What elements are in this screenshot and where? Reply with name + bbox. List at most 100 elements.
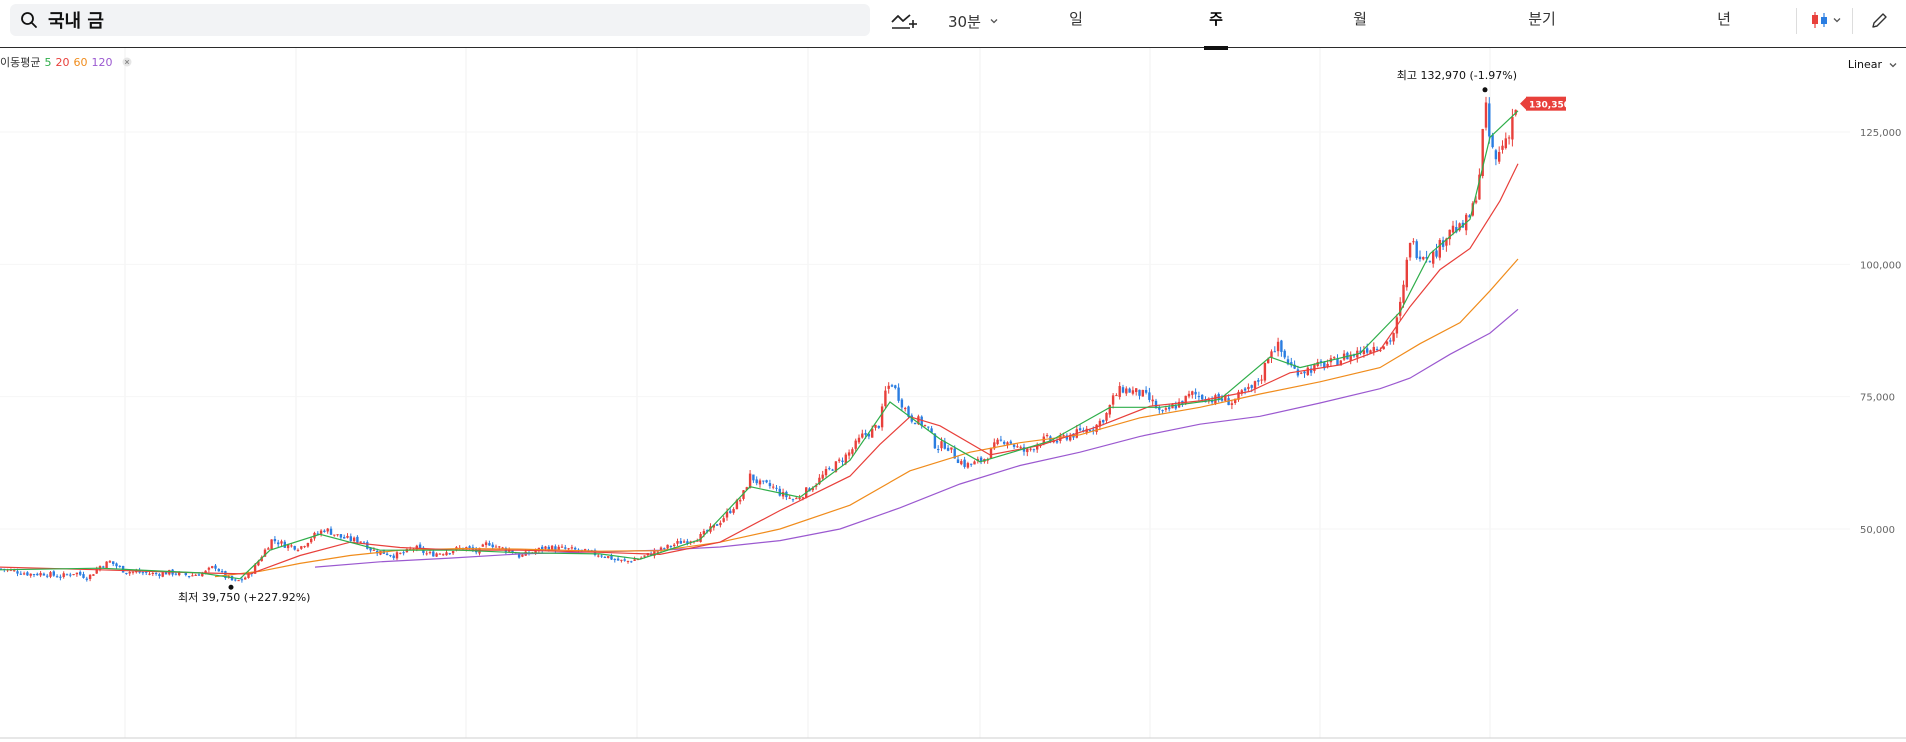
candle-body [1115, 395, 1118, 397]
candle-body [544, 546, 547, 549]
candle-body [762, 480, 765, 482]
candle-body [438, 553, 442, 555]
chart-area[interactable]: 125,000 100,000 75,000 50,000 최고 132,970 (-1… [0, 48, 1906, 742]
candle-body [567, 548, 570, 550]
candle-body [187, 576, 191, 578]
candle-body [389, 555, 392, 557]
candle-body [1247, 386, 1250, 390]
candle-body [748, 473, 752, 489]
candle-body [201, 572, 204, 577]
tab-year[interactable]: 년 [1694, 8, 1754, 44]
candle-body [333, 534, 336, 536]
candle-body [244, 577, 247, 580]
candle-body [1267, 358, 1270, 364]
candle-body [557, 546, 560, 550]
candle-body [1402, 284, 1405, 303]
candle-body [491, 544, 494, 548]
candle-body [191, 575, 194, 577]
candle-body [339, 534, 343, 538]
candle-body [739, 499, 742, 502]
candle-body [1088, 430, 1092, 432]
chart-type-button[interactable] [1810, 10, 1842, 30]
candle-body [115, 563, 118, 567]
chevron-down-icon [990, 19, 998, 24]
indicator-button[interactable] [890, 8, 920, 34]
candle-body [105, 561, 108, 568]
search-value: 국내 금 [48, 11, 104, 32]
candle-body [890, 385, 894, 387]
tab-month[interactable]: 월 [1330, 8, 1390, 44]
candle-body [712, 524, 715, 528]
candle-body [481, 544, 484, 547]
price-chart[interactable]: 125,000 100,000 75,000 50,000 최고 132,970 (-1… [0, 48, 1906, 742]
draw-button[interactable] [1870, 10, 1890, 34]
candle-body [158, 574, 161, 576]
candle-body [1303, 371, 1306, 374]
candle-body [1270, 351, 1273, 358]
candle-body [1336, 358, 1339, 366]
legend-ma120: 120 [91, 55, 113, 69]
candle-body [1042, 436, 1045, 445]
candle-body [343, 537, 346, 539]
candle-body [788, 497, 791, 499]
candle-body [821, 474, 824, 479]
candle-body [253, 564, 257, 574]
candle-body [1372, 346, 1375, 352]
candle-body [620, 559, 623, 561]
candle-body [1257, 380, 1260, 382]
candle-body [600, 555, 603, 557]
candle-body [996, 439, 999, 445]
search-icon [21, 12, 37, 28]
candle-body [960, 461, 963, 465]
candle-body [55, 576, 59, 578]
legend-ma20: 20 [55, 55, 70, 69]
candle-body [1405, 259, 1408, 288]
candle-body [1438, 239, 1441, 258]
candle-body [880, 406, 884, 428]
candle-body [818, 477, 821, 485]
candle-body [1250, 385, 1253, 388]
candle-body [49, 572, 52, 577]
candle-body [897, 387, 900, 401]
candle-body [696, 540, 699, 542]
candle-body [729, 510, 732, 514]
candle-body [197, 574, 201, 576]
candle-body [1105, 412, 1108, 421]
candle-body [88, 574, 92, 579]
candle-body [1296, 369, 1300, 376]
tab-quarter-label: 분기 [1528, 10, 1556, 28]
candle-body [1333, 357, 1336, 359]
candle-body [854, 440, 857, 449]
candle-body [1121, 387, 1125, 393]
candle-body [758, 480, 762, 485]
tab-day[interactable]: 일 [1046, 8, 1106, 44]
candle-body [19, 573, 22, 575]
candle-body [118, 565, 121, 567]
candle-body [184, 572, 187, 575]
candle-body [39, 573, 42, 576]
candle-body [349, 536, 352, 541]
close-icon[interactable] [122, 57, 132, 67]
candle-body [874, 424, 877, 428]
candle-body [220, 571, 224, 573]
candle-body [257, 561, 260, 566]
candle-body [494, 546, 498, 548]
candle-body [1012, 444, 1016, 447]
header: 국내 금 30분 일 주 [0, 0, 1906, 50]
search-bar[interactable]: 국내 금 [10, 4, 870, 36]
price-tag [1526, 96, 1566, 111]
candle-body [1283, 350, 1286, 358]
candle-body [715, 524, 719, 526]
candle-body [125, 572, 128, 574]
interval-select[interactable]: 30분 [948, 8, 999, 34]
candle-body [293, 546, 296, 550]
candle-body [296, 549, 300, 551]
tab-quarter[interactable]: 분기 [1512, 8, 1572, 44]
candle-body [521, 554, 524, 557]
candle-body [603, 557, 607, 559]
scale-toggle[interactable]: Linear [1848, 58, 1898, 71]
candle-body [752, 474, 755, 481]
tab-week[interactable]: 주 [1186, 8, 1246, 50]
candle-body [267, 548, 270, 550]
candle-body [1422, 257, 1425, 260]
